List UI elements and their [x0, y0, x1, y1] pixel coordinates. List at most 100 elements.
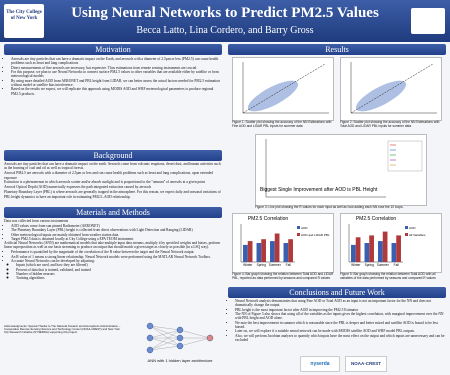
bar	[256, 243, 262, 262]
bullet: AOD values come from sun pinned Radiomet…	[11, 224, 222, 228]
ann-diagram	[146, 322, 214, 354]
bullet: PBL height is the most important factor …	[235, 308, 446, 312]
bullet: Training algorithms	[16, 276, 222, 280]
bar	[369, 235, 374, 262]
figure-caption: Figure 3: Line plot showing the R values…	[255, 205, 404, 209]
x-tick-label: Spring	[257, 263, 266, 267]
bar	[261, 239, 266, 262]
section-heading: Materials and Methods	[4, 207, 222, 218]
institution-logo: The City College of New York	[4, 4, 44, 38]
figure-3: Biggest Single Improvement after AOD is …	[255, 134, 427, 206]
bullet: The NN of Figure 3 also shows that using…	[235, 312, 446, 321]
legend-swatch	[405, 233, 408, 236]
bullet: Number of hidden neurons	[16, 272, 222, 276]
neurons	[146, 322, 214, 354]
poster-title: Using Neural Networks to Predict PM2.5 V…	[71, 5, 379, 21]
legend-swatch	[297, 233, 300, 236]
bar	[274, 233, 280, 262]
paragraph: Planetary Boundary Layer (PBL) is where …	[4, 190, 221, 199]
bullet: Also, we will perform Jacobian analyses …	[235, 334, 446, 343]
figure-2	[340, 57, 442, 121]
paragraph: Aerosol PM2.5 are aerosols with a diamet…	[4, 171, 214, 180]
bullet: Direct measurements of fine aerosols are…	[11, 66, 222, 70]
bullet: Other meteorological inputs are mainly o…	[11, 233, 222, 237]
x-tick-label: Spring	[365, 263, 374, 267]
conclusions-text: Neural Network analysis demonstrates tha…	[228, 299, 446, 342]
figure-caption: Figure 1: Scatter plot showing the accur…	[232, 120, 332, 128]
figure-annotation: Biggest Single Improvement after AOD is …	[260, 187, 378, 193]
section-heading: Results	[228, 44, 446, 55]
bullet: For this purpose, we plan to use Neural …	[11, 70, 222, 79]
bullet: Neural Network analysis demonstrates tha…	[235, 299, 446, 308]
legend-label: AOD and LIDAR PBL	[301, 233, 330, 237]
figure-caption: Figure 4: Bar graph showing the relation…	[232, 272, 334, 280]
paragraph: Data was collected from various instrume…	[4, 219, 69, 223]
x-tick-label: Summer	[269, 263, 282, 267]
x-tick-label: Winter	[351, 263, 361, 267]
bullet: Accurate Neural Networks can be develope…	[11, 259, 222, 263]
logo: NOAA-CREST	[345, 356, 387, 372]
bar	[247, 241, 253, 262]
diagram-caption: ANN with 1 hidden layer architecture	[147, 358, 213, 363]
bullet: Performance is quantified by the magnitu…	[11, 250, 222, 254]
section-heading: Conclusions and Future Work	[228, 287, 446, 298]
bullet: Later on, we will explore if a suitable …	[235, 329, 446, 333]
bar	[288, 239, 293, 262]
legend-label: AOD	[409, 226, 416, 230]
figure-5: PM2.5 Correlation Winter Spring Summer Fall A…	[340, 213, 442, 273]
bar	[382, 231, 388, 262]
x-tick-label: Fall	[286, 263, 291, 267]
bullet: By using more detailed AOD from AERONET …	[11, 79, 222, 88]
figure-4: PM2.5 Correlation Winter Spring Summer Fall A…	[232, 213, 334, 273]
x-tick-label: Winter	[243, 263, 253, 267]
connections	[149, 325, 211, 351]
bullet: Target PM2.5 data is obtained locally at…	[11, 237, 222, 241]
bar	[283, 243, 289, 262]
bullet: The Planetary Boundary Layer (PBL) heigh…	[11, 228, 222, 232]
methods-text: Data was collected from various instrume…	[4, 219, 222, 281]
x-tick-label: Fall	[394, 263, 399, 267]
paragraph: Aerosol Optical Depth (AOD) numerically …	[4, 185, 152, 190]
bullet-list: AOD values come from sun pinned Radiomet…	[4, 224, 222, 241]
logo: nyserda	[300, 356, 340, 372]
bullet: Inputs (which are used, and how they are…	[16, 263, 222, 267]
bar	[243, 244, 248, 262]
legend-swatch	[297, 226, 300, 229]
bar	[378, 241, 383, 262]
acknowledgments: Acknowledgments: Special Thanks to The N…	[4, 324, 121, 335]
section-heading: Motivation	[4, 44, 222, 55]
legend-swatch	[405, 226, 408, 229]
bullet: We note the best improvement in summer w…	[235, 321, 446, 330]
partner-logo	[411, 8, 445, 34]
bullet: Percent of data that is trained, validat…	[16, 268, 222, 272]
bullet-list: Performance is quantified by the magnitu…	[4, 250, 222, 263]
x-tick-label: Summer	[377, 263, 390, 267]
bar	[355, 237, 361, 262]
bullet: Based on the results we expect, we will …	[11, 87, 222, 96]
figure-caption: Figure 2: Scatter plot showing the accur…	[340, 120, 440, 128]
bar	[270, 241, 275, 262]
bullet-list: Aerosols are tiny particles that can hav…	[4, 57, 222, 96]
legend-label: All Variables	[409, 233, 426, 237]
motivation-text: Aerosols are tiny particles that can hav…	[4, 57, 222, 96]
background-text: Aerosols are tiny particles that can hav…	[4, 162, 222, 199]
bullet-list: Inputs (which are used, and how they are…	[4, 263, 222, 280]
paragraph: Artificial Neural Networks (ANN) are mat…	[4, 241, 221, 250]
bar	[351, 244, 356, 262]
chart-title: PM2.5 Correlation	[248, 216, 289, 222]
bullet: Aerosols are tiny particles that can hav…	[11, 57, 222, 66]
chart-title: PM2.5 Correlation	[356, 216, 397, 222]
paragraph: Aerosols are tiny particles that can hav…	[4, 162, 221, 171]
bar	[364, 243, 370, 262]
figure-caption: Figure 5: Bar graph showing the relation…	[340, 272, 436, 280]
authors: Becca Latto, Lina Cordero, and Barry Gro…	[136, 25, 314, 36]
figure-1	[232, 57, 334, 121]
section-heading: Background	[4, 150, 222, 161]
legend-label: AOD	[301, 226, 308, 230]
bar	[391, 243, 397, 262]
bar	[396, 235, 401, 262]
paragraph: Extinction is a phenomenon in which aero…	[4, 180, 205, 185]
bullet-list: Neural Network analysis demonstrates tha…	[228, 299, 446, 342]
header: The City College of New York Using Neura…	[0, 0, 450, 42]
